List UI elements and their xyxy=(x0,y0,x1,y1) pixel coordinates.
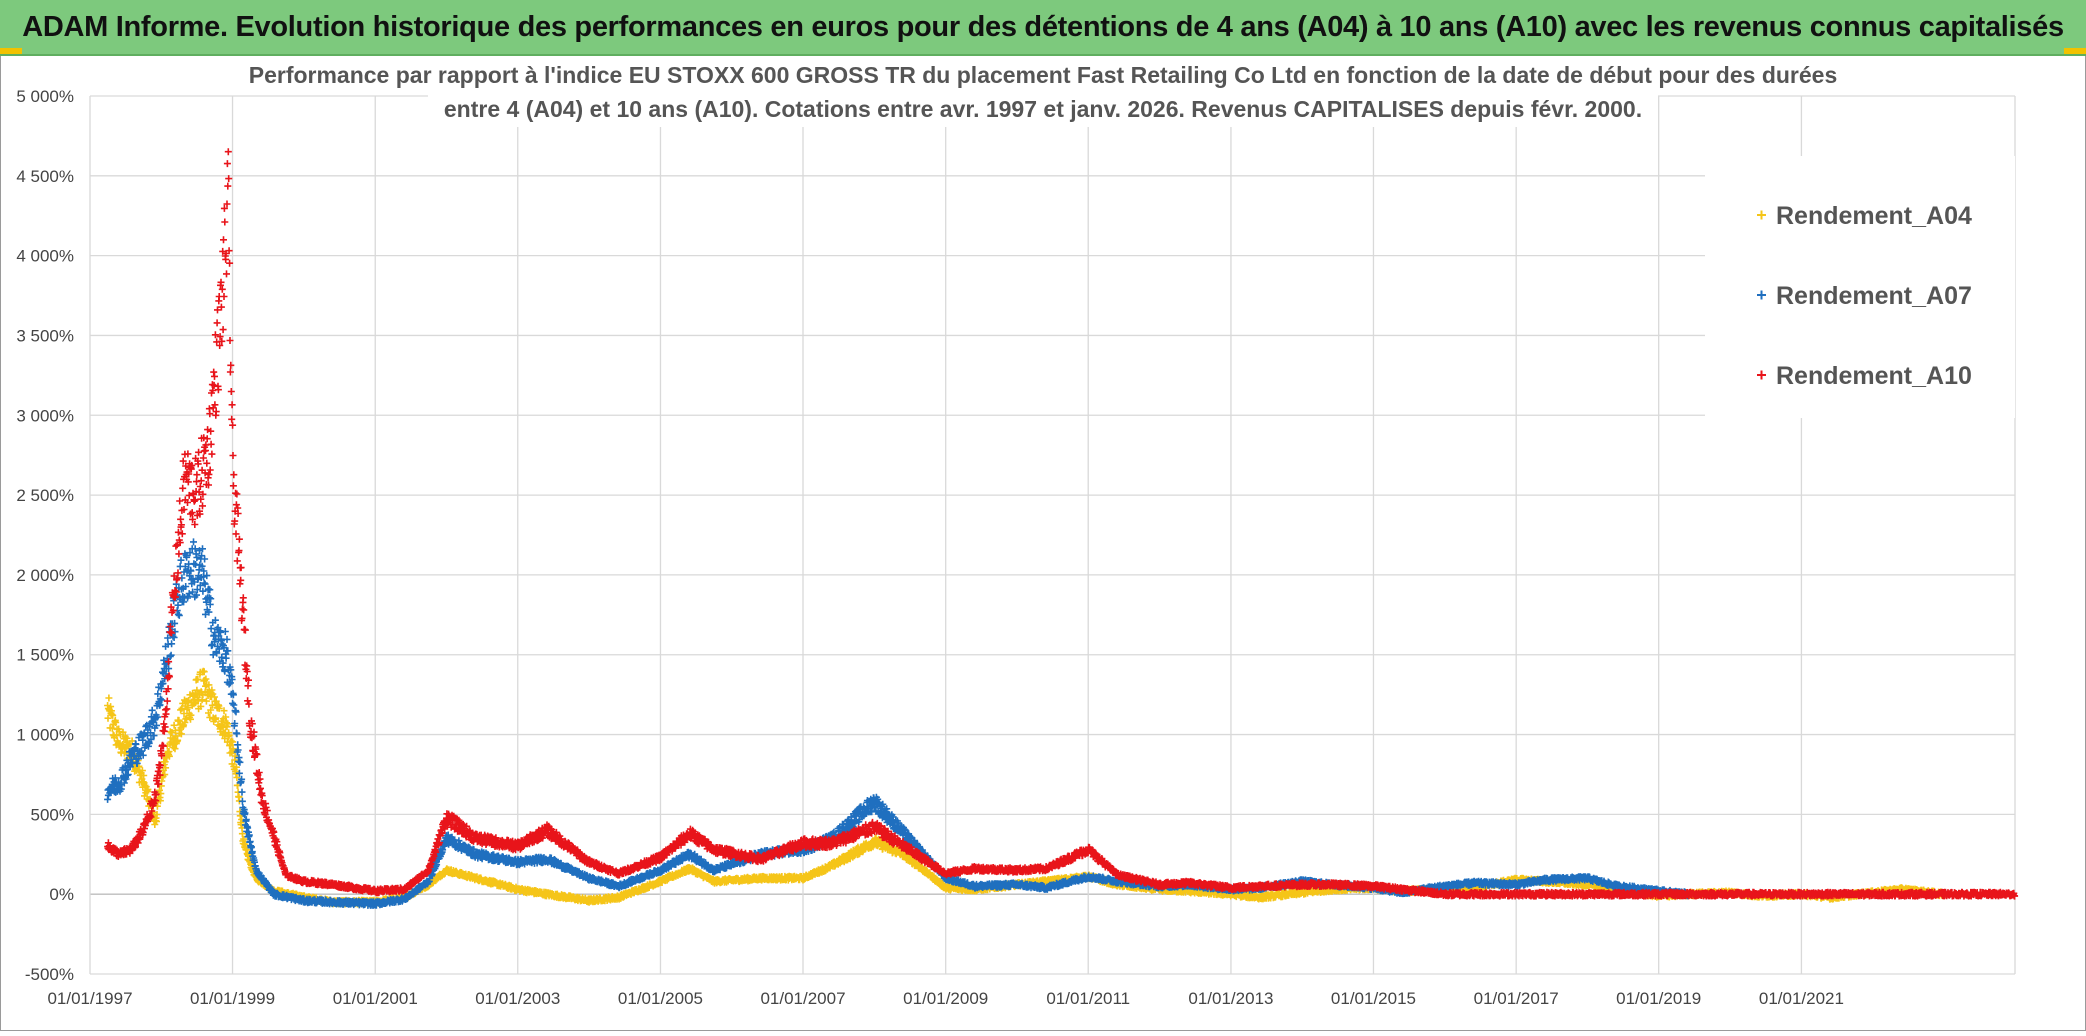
legend-box xyxy=(1705,156,2015,418)
x-tick-label: 01/01/2001 xyxy=(333,989,418,1008)
corner-accent-left xyxy=(0,48,22,54)
y-tick-label: 5 000% xyxy=(16,87,74,106)
x-tick-label: 01/01/2007 xyxy=(760,989,845,1008)
chart-legend: Rendement_A04 Rendement_A07 Rendement_A10 xyxy=(1705,156,2015,418)
y-tick-label: 500% xyxy=(31,805,74,824)
y-tick-label: 3 000% xyxy=(16,406,74,425)
chart-title: Performance par rapport à l'indice EU ST… xyxy=(223,61,1863,127)
legend-marker-icon xyxy=(1757,370,1766,380)
page-title: ADAM Informe. Evolution historique des p… xyxy=(0,0,2086,56)
y-tick-label: 4 500% xyxy=(16,167,74,186)
y-tick-label: 4 000% xyxy=(16,247,74,266)
x-tick-label: 01/01/2021 xyxy=(1759,989,1844,1008)
corner-accent-right xyxy=(2064,48,2086,54)
chart-title-bg xyxy=(223,61,1863,93)
legend-marker-icon xyxy=(1757,290,1766,300)
x-tick-label: 01/01/1999 xyxy=(190,989,275,1008)
grid-layer xyxy=(89,95,2016,975)
x-tick-label: 01/01/2003 xyxy=(475,989,560,1008)
x-axis: 01/01/1997 01/01/1999 01/01/2001 01/01/2003… xyxy=(47,989,1844,1008)
y-tick-label: 2 000% xyxy=(16,566,74,585)
y-tick-label: 3 500% xyxy=(16,326,74,345)
legend-label: Rendement_A04 xyxy=(1776,202,1972,230)
y-tick-label: 1 500% xyxy=(16,646,74,665)
x-tick-label: 01/01/2017 xyxy=(1474,989,1559,1008)
series-markers-Rendement_A10 xyxy=(104,148,2019,900)
legend-marker-icon xyxy=(1757,210,1766,220)
chart-title-line: Performance par rapport à l'indice EU ST… xyxy=(249,62,1838,88)
series-layer xyxy=(104,148,2019,909)
x-tick-label: 01/01/2005 xyxy=(618,989,703,1008)
y-tick-label: 2 500% xyxy=(16,486,74,505)
x-tick-label: 01/01/2019 xyxy=(1616,989,1701,1008)
x-tick-label: 01/01/2011 xyxy=(1046,989,1130,1008)
x-tick-label: 01/01/1997 xyxy=(47,989,132,1008)
x-tick-label: 01/01/2015 xyxy=(1331,989,1416,1008)
chart-container: -500% 0% 500% 1 000% 1 500% 2 000% 2 500% 3 000… xyxy=(0,56,2086,1031)
scatter-chart: -500% 0% 500% 1 000% 1 500% 2 000% 2 500% 3 000… xyxy=(16,61,2019,1008)
y-tick-label: 0% xyxy=(49,885,74,904)
y-tick-label: -500% xyxy=(25,965,74,984)
x-tick-label: 01/01/2013 xyxy=(1188,989,1273,1008)
y-tick-label: 1 000% xyxy=(16,726,74,745)
chart-title-line: entre 4 (A04) et 10 ans (A10). Cotations… xyxy=(444,96,1642,122)
chart-title-bg xyxy=(428,95,1658,127)
legend-label: Rendement_A10 xyxy=(1776,362,1972,390)
y-axis: -500% 0% 500% 1 000% 1 500% 2 000% 2 500% 3 000… xyxy=(16,87,74,984)
x-tick-label: 01/01/2009 xyxy=(903,989,988,1008)
legend-label: Rendement_A07 xyxy=(1776,282,1972,310)
series-Rendement_A10 xyxy=(104,148,2019,900)
